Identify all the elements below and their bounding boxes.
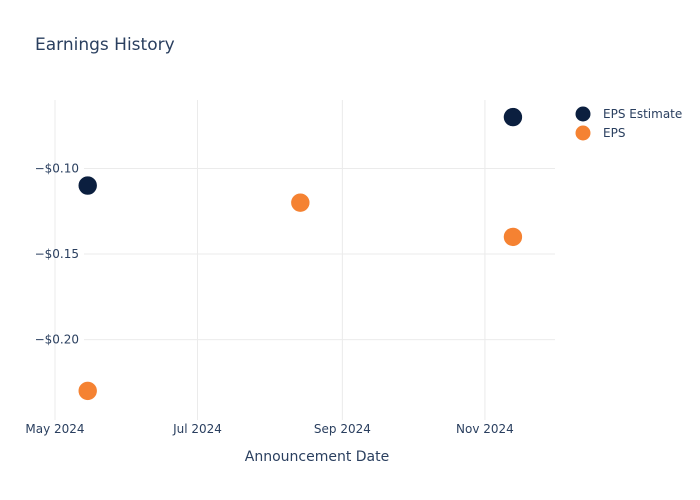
- legend-marker: [575, 125, 591, 141]
- chart-title: Earnings History: [35, 35, 175, 55]
- x-tick-label: Sep 2024: [314, 422, 371, 436]
- grid-lines: [54, 100, 555, 420]
- x-axis-ticks: May 2024 Jul 2024 Sep 2024 Nov 2024: [25, 422, 513, 436]
- eps-point[interactable]: [503, 227, 523, 247]
- y-tick-label: −$0.10: [35, 161, 79, 175]
- legend[interactable]: EPS Estimate EPS: [575, 106, 683, 141]
- eps-point[interactable]: [77, 381, 98, 401]
- legend-marker: [575, 106, 591, 122]
- x-tick-label: Nov 2024: [456, 422, 514, 436]
- legend-item[interactable]: EPS Estimate: [575, 106, 683, 122]
- y-tick-label: −$0.20: [35, 333, 79, 347]
- x-tick-label: Jul 2024: [172, 422, 222, 436]
- series-1: [77, 192, 523, 401]
- eps-estimate-point[interactable]: [77, 175, 98, 196]
- y-axis-ticks: −$0.10 −$0.15 −$0.20: [35, 161, 79, 346]
- x-tick-label: May 2024: [25, 422, 84, 436]
- y-tick-label: −$0.15: [35, 247, 79, 261]
- legend-label: EPS Estimate: [603, 107, 682, 121]
- eps-estimate-point[interactable]: [503, 107, 523, 127]
- eps-point[interactable]: [290, 192, 311, 213]
- x-axis-label: Announcement Date: [245, 449, 389, 465]
- legend-item[interactable]: EPS: [575, 125, 626, 141]
- legend-label: EPS: [603, 126, 625, 140]
- data-points: [77, 107, 523, 401]
